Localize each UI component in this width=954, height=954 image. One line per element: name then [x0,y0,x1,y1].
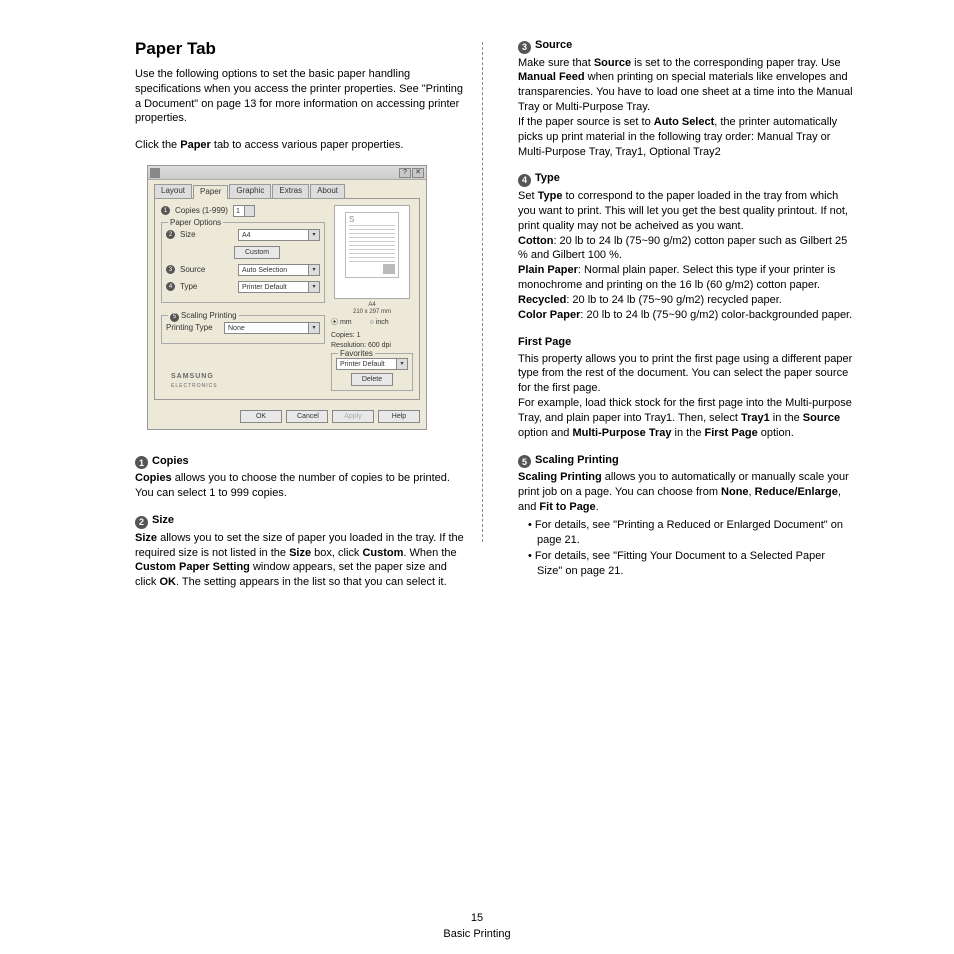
source-head: 3Source [518,38,853,54]
cancel-button[interactable]: Cancel [286,410,328,423]
callout-4-icon: 4 [166,282,175,291]
first-page-head: First Page [518,335,853,350]
copies-head: 1Copies [135,454,470,470]
right-column: 3Source Make sure that Source is set to … [518,38,853,602]
page-footer: 15 Basic Printing [0,911,954,942]
scaling-head: 5Scaling Printing [518,453,853,469]
copies-label: Copies (1-999) [175,206,230,217]
help-titlebar-button[interactable]: ? [399,168,411,178]
copies-spinner[interactable]: 1 [233,205,255,217]
help-button[interactable]: Help [378,410,420,423]
type-head-r: 4Type [518,171,853,187]
info-copies: Copies: 1 [331,331,413,340]
favorites-dropdown[interactable]: Printer Default [336,358,408,370]
paper-options-group: Paper Options [168,218,223,229]
size-head: 2Size [135,513,470,529]
printing-type-dropdown[interactable]: None [224,322,320,334]
column-divider [482,42,483,542]
intro-2: Click the Paper tab to access various pa… [135,138,470,153]
scaling-body: Scaling Printing allows you to automatic… [518,470,853,515]
page-preview [334,205,410,299]
size-dropdown[interactable]: A4 [238,229,320,241]
source-body-1: Make sure that Source is set to the corr… [518,56,853,115]
tab-about[interactable]: About [310,184,345,198]
left-column: Paper Tab Use the following options to s… [135,38,470,602]
source-dropdown[interactable]: Auto Selection [238,264,320,276]
tab-graphic[interactable]: Graphic [229,184,271,198]
source-label: Source [180,265,235,276]
delete-button[interactable]: Delete [351,373,393,386]
footer-text: Basic Printing [0,927,954,942]
dialog-titlebar: ? ✕ [148,166,426,180]
type-label: Type [180,282,235,293]
scaling-bullets: For details, see "Printing a Reduced or … [518,518,853,579]
custom-button[interactable]: Custom [234,246,280,259]
dialog-tabs: Layout Paper Graphic Extras About [148,180,426,198]
callout-3-icon: 3 [166,265,175,274]
intro-1: Use the following options to set the bas… [135,67,470,126]
type-body: Set Type to correspond to the paper load… [518,189,853,234]
callout-5-icon: 5 [170,313,179,322]
first-body-2: For example, load thick stock for the fi… [518,396,853,441]
page-number: 15 [0,911,954,926]
callout-2-icon: 2 [166,230,175,239]
section-title: Paper Tab [135,38,470,61]
brand-logo: SAMSUNG ELECTRONICS [161,370,325,393]
unit-radios[interactable]: ⦿ mm ○ inch [331,318,413,327]
printing-type-label: Printing Type [166,323,221,334]
app-icon [150,168,160,178]
callout-1-icon: 1 [161,206,170,215]
scaling-group: Scaling Printing [181,311,237,320]
close-icon[interactable]: ✕ [412,168,424,178]
source-body-2: If the paper source is set to Auto Selec… [518,115,853,160]
dialog-screenshot: ? ✕ Layout Paper Graphic Extras About 1 [147,165,470,430]
preview-caption: A4 210 x 297 mm [331,302,413,315]
size-label: Size [180,230,235,241]
size-body: Size allows you to set the size of paper… [135,531,470,590]
apply-button[interactable]: Apply [332,410,374,423]
tab-extras[interactable]: Extras [272,184,309,198]
copies-body: Copies allows you to choose the number o… [135,471,470,501]
tab-layout[interactable]: Layout [154,184,192,198]
ok-button[interactable]: OK [240,410,282,423]
first-body-1: This property allows you to print the fi… [518,352,853,397]
tab-paper[interactable]: Paper [193,185,228,199]
type-dropdown[interactable]: Printer Default [238,281,320,293]
